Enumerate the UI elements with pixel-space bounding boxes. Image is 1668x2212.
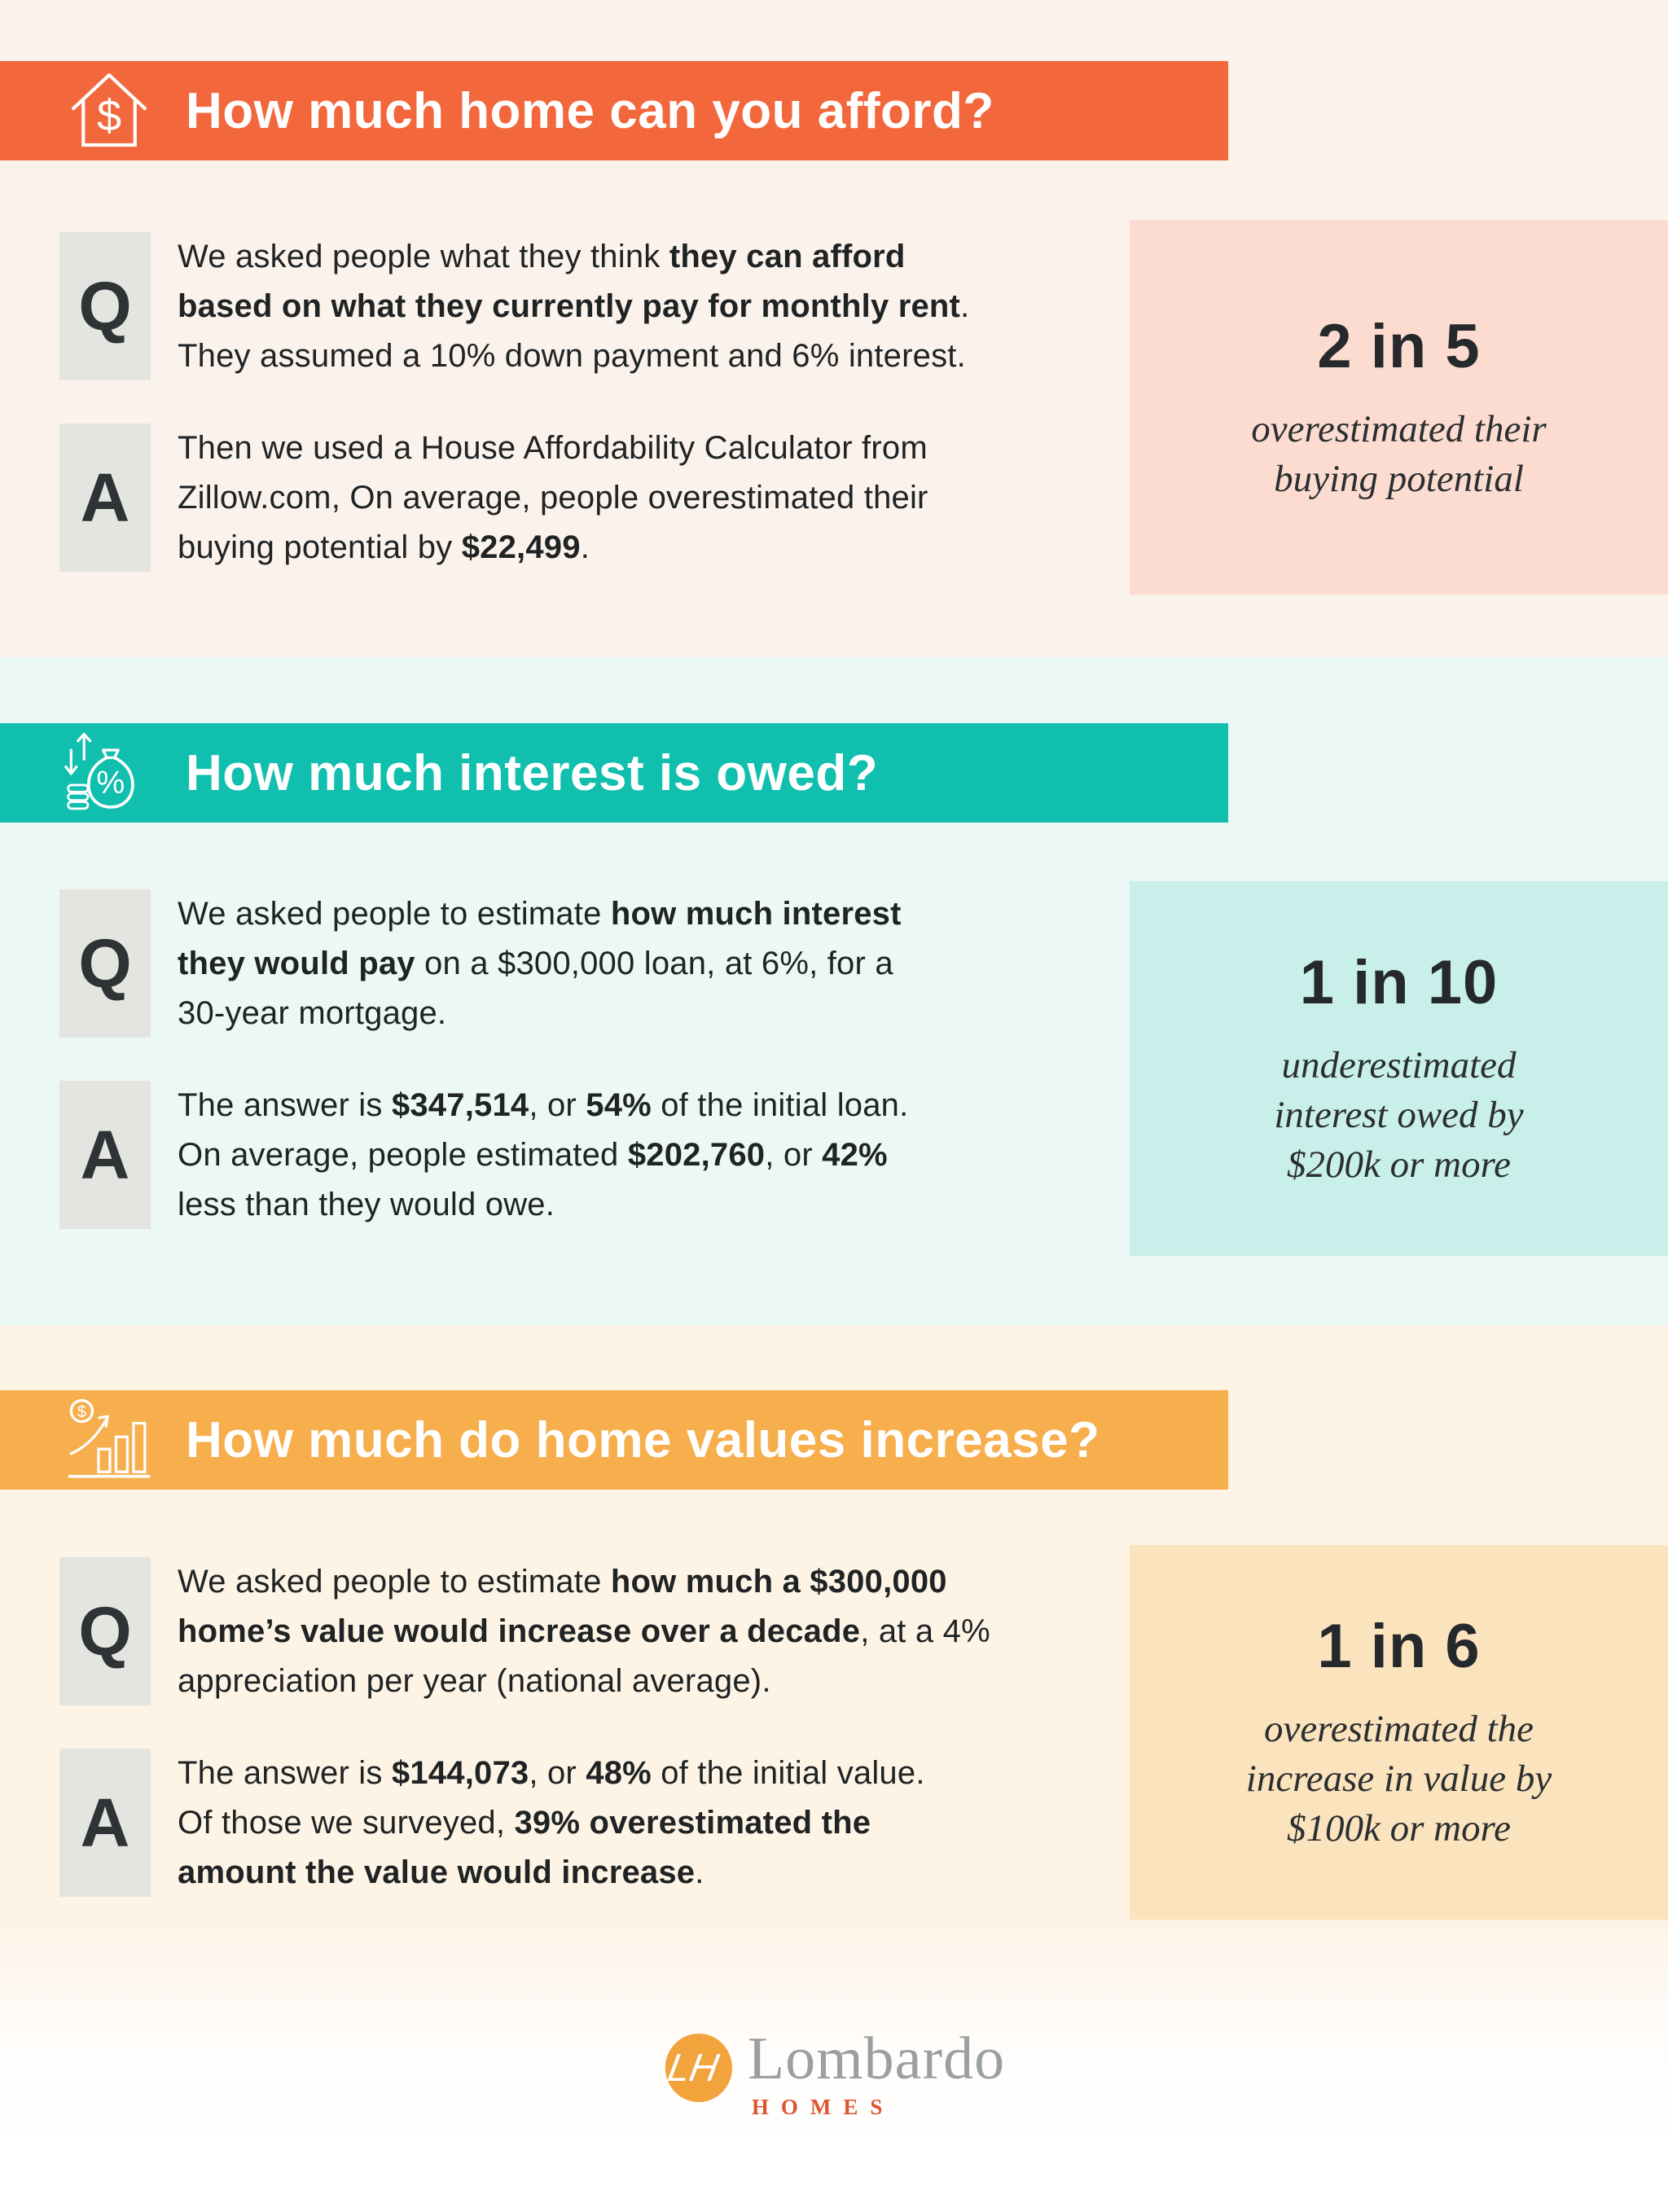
question-marker: Q (59, 232, 151, 380)
brand-name: Lombardo (747, 2025, 1006, 2092)
afford-stat-callout: 2 in 5 overestimated their buying potent… (1130, 220, 1668, 595)
interest-question-text: We asked people to estimate how much int… (178, 896, 902, 1031)
section-home-values-header: $ How much do home values increase? (0, 1390, 1228, 1490)
money-bag-percent-icon: % (64, 732, 134, 810)
answer-marker: A (59, 1749, 151, 1897)
answer-marker: A (59, 424, 151, 572)
brand-homes: HOMES (751, 2095, 895, 2119)
stat-value: 2 in 5 (1317, 311, 1481, 381)
footer: LH Lombardo HOMES (0, 1922, 1668, 2212)
section-afford-title: How much home can you afford? (186, 82, 994, 139)
stat-value: 1 in 10 (1299, 948, 1499, 1017)
lh-monogram: LH (665, 2047, 722, 2091)
interest-answer-row: A The answer is $347,514, or 54% of the … (59, 1081, 1147, 1230)
values-stat-callout: 1 in 6 overestimated the increase in val… (1130, 1545, 1668, 1920)
section-interest: % How much interest is owed? Q We asked … (0, 657, 1668, 1325)
values-question-text: We asked people to estimate how much a $… (178, 1564, 990, 1699)
section-afford-header: $ How much home can you afford? (0, 61, 1228, 160)
question-marker: Q (59, 889, 151, 1038)
section-afford: $ How much home can you afford? Q We ask… (0, 0, 1668, 657)
logo-text: Lombardo HOMES (747, 2025, 1006, 2120)
svg-text:$: $ (77, 1402, 87, 1421)
afford-question-row: Q We asked people what they think they c… (59, 232, 1147, 381)
stat-description: overestimated the increase in value by $… (1245, 1708, 1552, 1850)
question-marker: Q (59, 1557, 151, 1705)
afford-answer-row: A Then we used a House Affordability Cal… (59, 424, 1147, 573)
svg-text:%: % (96, 766, 125, 801)
values-answer-text: The answer is $144,073, or 48% of the in… (178, 1755, 925, 1890)
house-dollar-icon: $ (72, 73, 147, 147)
afford-question-text: We asked people what they think they can… (178, 239, 970, 374)
stat-description: underestimated interest owed by $200k or… (1274, 1044, 1524, 1186)
lombardo-logo-mark: LH (665, 2033, 732, 2103)
section-interest-title: How much interest is owed? (186, 744, 879, 801)
afford-answer-text: Then we used a House Affordability Calcu… (178, 430, 928, 565)
interest-stat-callout: 1 in 10 underestimated interest owed by … (1130, 881, 1668, 1256)
section-home-values-title: How much do home values increase? (186, 1411, 1100, 1468)
values-answer-row: A The answer is $144,073, or 48% of the … (59, 1749, 1147, 1898)
answer-marker: A (59, 1081, 151, 1229)
stat-value: 1 in 6 (1317, 1612, 1481, 1681)
section-home-values: $ How much do home values increase? Q We… (0, 1325, 1668, 1922)
stat-description: overestimated their buying potential (1251, 407, 1547, 500)
bar-chart-dollar-icon: $ (68, 1398, 151, 1478)
section-interest-header: % How much interest is owed? (0, 723, 1228, 823)
values-question-row: Q We asked people to estimate how much a… (59, 1557, 1147, 1706)
interest-answer-text: The answer is $347,514, or 54% of the in… (178, 1087, 909, 1222)
interest-question-row: Q We asked people to estimate how much i… (59, 889, 1147, 1038)
lombardo-homes-logo: LH Lombardo HOMES (663, 2025, 1006, 2120)
svg-text:$: $ (97, 91, 121, 140)
